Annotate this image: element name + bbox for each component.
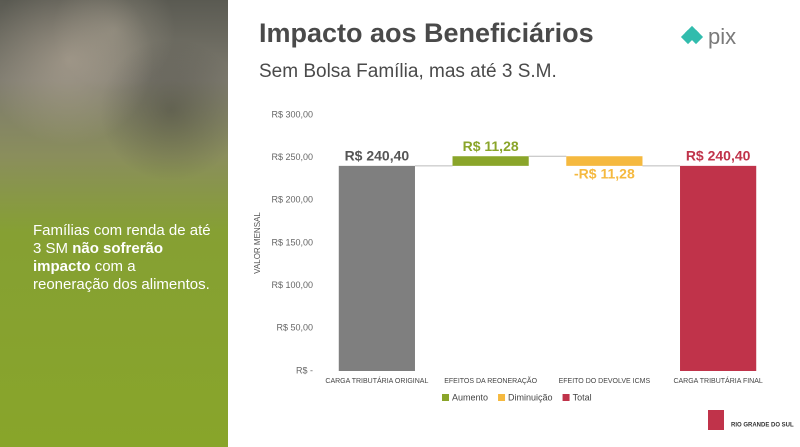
photo (0, 0, 228, 200)
legend-swatch (498, 394, 506, 401)
y-tick-label: R$ 300,00 (271, 109, 313, 119)
y-tick-label: R$ 100,00 (271, 280, 313, 290)
bar (566, 156, 643, 166)
legend-label: Total (573, 392, 592, 402)
text: Famílias com renda de até 3 SM (33, 222, 211, 257)
bar (680, 165, 757, 371)
bar (452, 156, 529, 166)
logo-shape (684, 25, 700, 41)
text-bold: não sofrerão impacto (33, 240, 164, 275)
legend-label: Diminuição (508, 392, 553, 402)
side-text: Famílias com renda de até 3 SM não sofre… (33, 222, 213, 294)
legend-swatch (562, 394, 570, 401)
value-label: R$ 240,40 (686, 148, 751, 164)
y-tick-label: R$ - (296, 365, 313, 375)
legend-label: Aumento (452, 392, 488, 402)
y-tick-label: R$ 250,00 (271, 152, 313, 162)
chart-subtitle: Sem Bolsa Família, mas até 3 S.M. (259, 61, 557, 82)
y-tick-label: R$ 200,00 (271, 195, 313, 205)
bar (338, 165, 415, 371)
footer-logo-shape (708, 410, 724, 430)
legend-swatch (442, 394, 449, 401)
pix-logo: pix (680, 24, 736, 49)
value-label: R$ 240,40 (345, 148, 410, 164)
y-tick-label: R$ 150,00 (271, 237, 313, 247)
x-tick-label: EFEITOS DA REONERAÇÃO (444, 376, 537, 385)
footer-logo-text: RIO GRANDE DO SUL (731, 423, 794, 429)
x-tick-label: EFEITO DO DEVOLVE ICMS (559, 378, 651, 385)
value-label: -R$ 11,28 (574, 166, 635, 182)
y-tick-label: R$ 50,00 (276, 323, 313, 333)
logo-text: pix (708, 24, 736, 49)
text: com a reoneração dos alimentos. (33, 258, 210, 293)
side-panel (0, 0, 228, 447)
x-tick-label: CARGA TRIBUTÁRIA ORIGINAL (325, 376, 428, 385)
x-tick-label: CARGA TRIBUTÁRIA FINAL (673, 376, 762, 385)
value-label: R$ 11,28 (463, 138, 519, 154)
chart-title: Impacto aos Beneficiários (259, 18, 594, 48)
y-axis-label: VALOR MENSAL (253, 212, 262, 274)
